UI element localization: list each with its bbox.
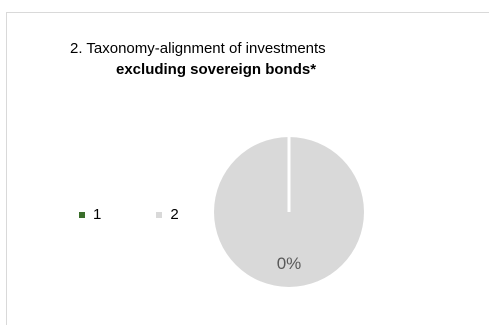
legend-swatch-1 xyxy=(79,211,85,218)
chart-frame: 2. Taxonomy-alignment of investments exc… xyxy=(6,12,489,325)
data-label-2: 0% xyxy=(277,254,302,273)
legend-item-2: 2 xyxy=(156,206,179,223)
legend-swatch-2 xyxy=(156,211,163,218)
chart-legend: 1 2 xyxy=(79,206,179,223)
chart-title: 2. Taxonomy-alignment of investments xyxy=(70,40,326,57)
legend-label-2: 2 xyxy=(170,206,179,223)
pie-slices xyxy=(214,137,364,287)
legend-item-1: 1 xyxy=(79,206,101,223)
chart-subtitle: excluding sovereign bonds* xyxy=(116,61,317,78)
legend-label-1: 1 xyxy=(93,206,102,223)
